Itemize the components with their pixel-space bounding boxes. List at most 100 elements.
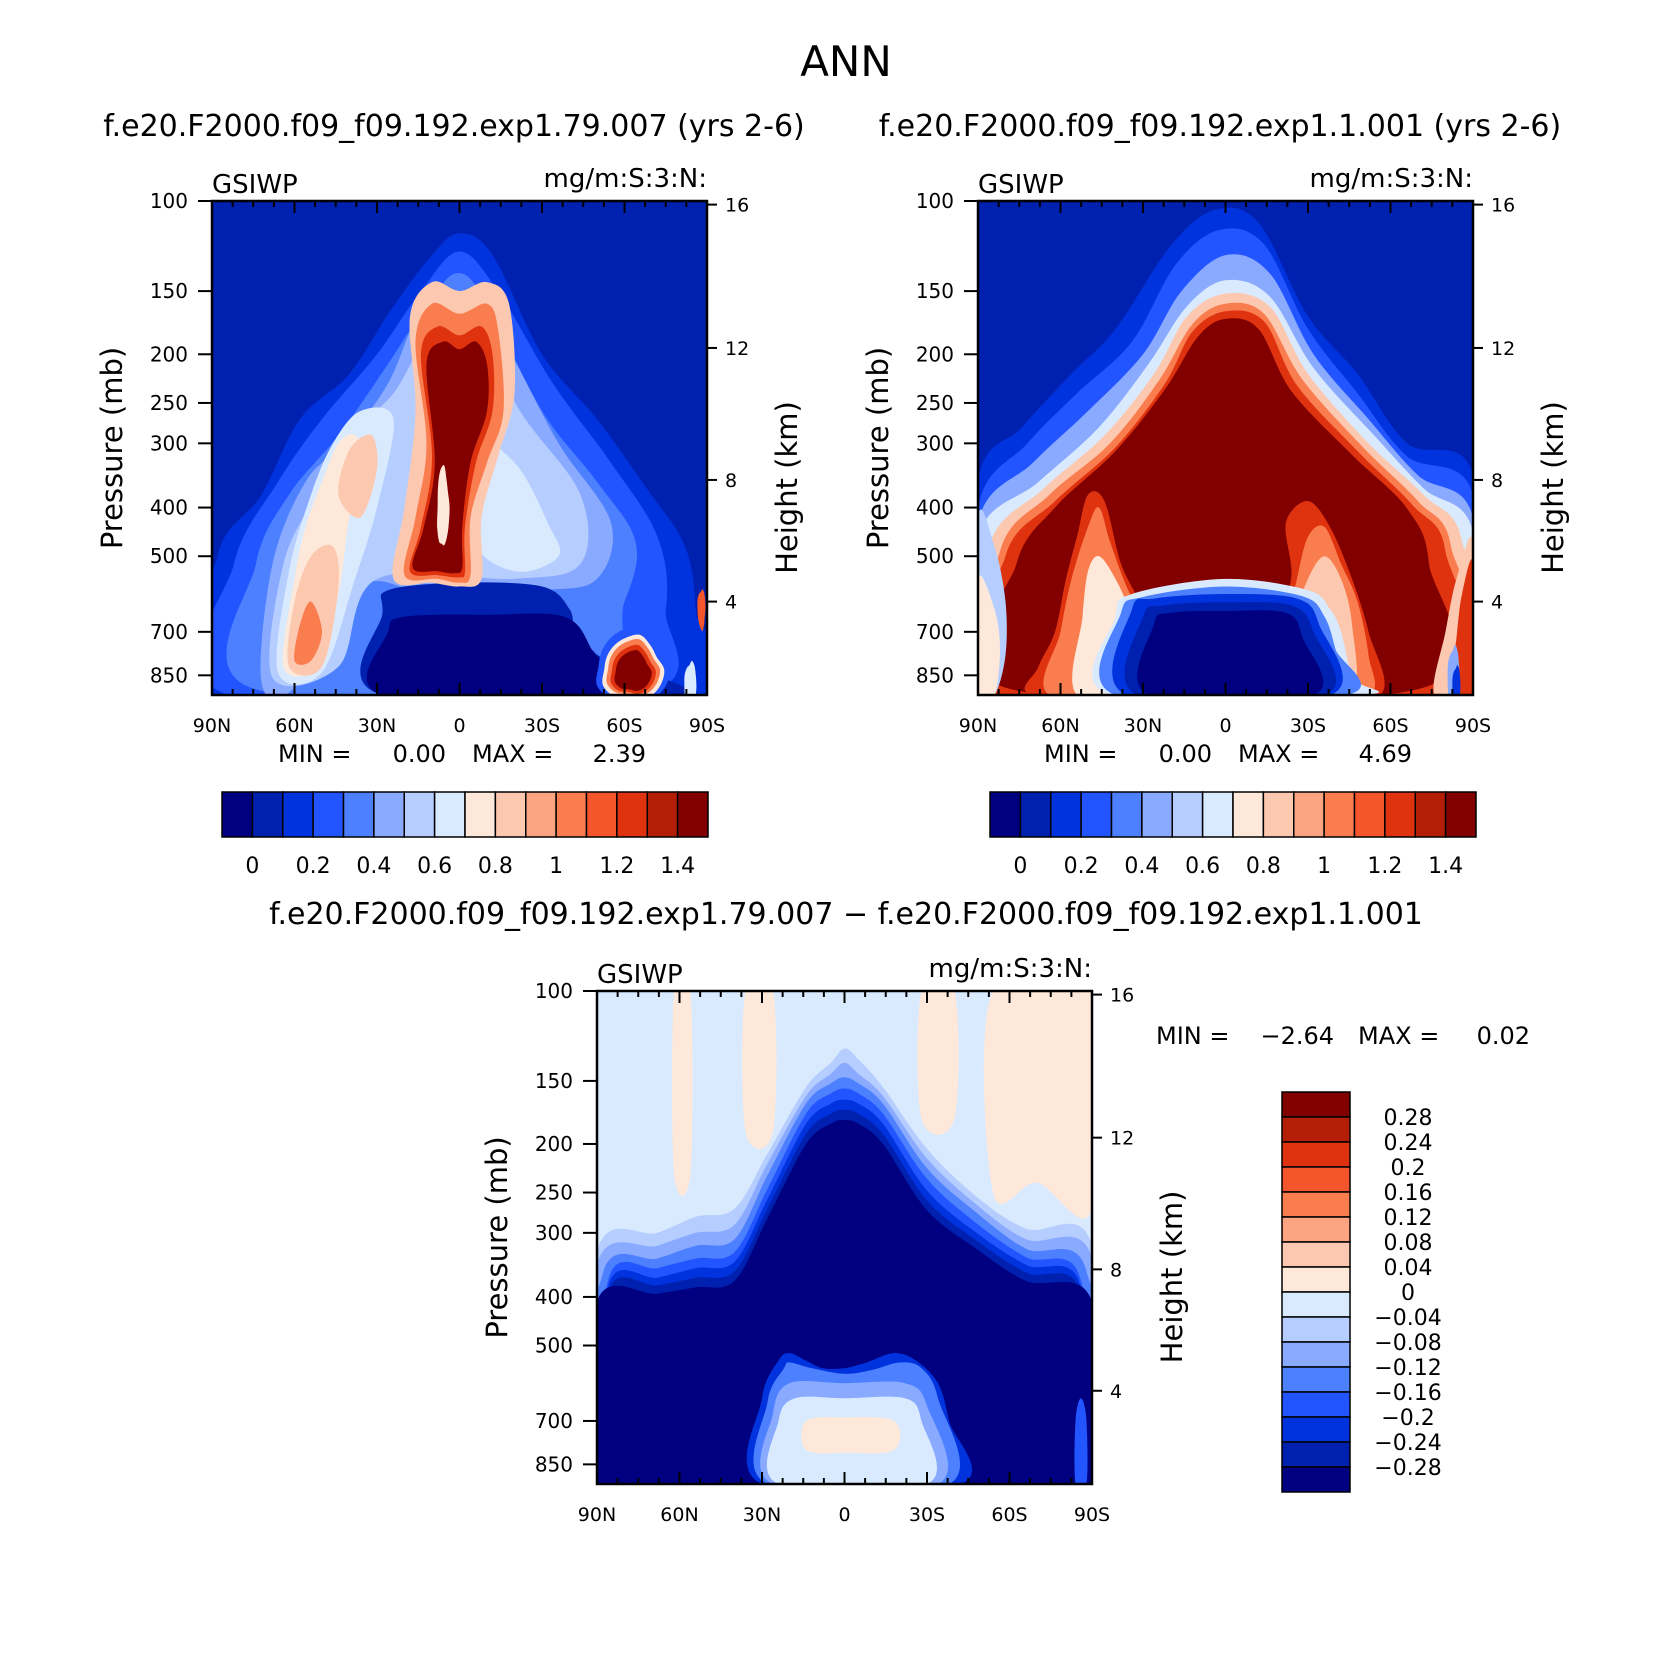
colorbar-swatch: [616, 791, 648, 838]
panel3-title: f.e20.F2000.f09_f09.192.exp1.79.007 − f.…: [269, 897, 1423, 932]
colorbar-swatch: [1281, 1116, 1351, 1143]
panel2-frame: [964, 199, 1483, 697]
panel3-colorbar: 0.280.240.20.160.120.080.040−0.04−0.08−0…: [1281, 1091, 1442, 1493]
variable-label: GSIWP: [978, 170, 1064, 200]
y2-tick-label: 16: [1491, 195, 1515, 217]
colorbar-label: 0.08: [1384, 1231, 1433, 1256]
colorbar-swatch: [342, 791, 375, 838]
x-tick-label: 60S: [606, 715, 642, 737]
colorbar-swatch: [251, 791, 284, 838]
panel3-min-label: MIN =: [1156, 1022, 1229, 1050]
y-tick-label: 200: [916, 342, 954, 366]
panel1-minmax: MIN = 0.00 MAX = 2.39: [278, 740, 646, 768]
y2-tick-label: 8: [725, 470, 737, 492]
colorbar-label: 1.2: [1367, 854, 1402, 879]
x-tick-label: 60S: [1372, 715, 1408, 737]
colorbar-swatch: [585, 791, 618, 838]
panel2-max-value: 4.69: [1359, 740, 1412, 768]
panel2-colorbar: 0 0.2 0.4 0.6 0.8 1 1.2 1.4: [989, 791, 1477, 879]
colorbar-swatch: [1201, 791, 1234, 838]
contour-region: [412, 341, 489, 574]
contour-region: [1452, 664, 1461, 695]
x-tick-label: 90S: [1455, 715, 1491, 737]
x-tick-label: 90N: [578, 1504, 616, 1526]
contour-region: [338, 434, 378, 519]
panel1-max-value: 2.39: [593, 740, 646, 768]
y2-tick-label: 8: [1110, 1259, 1122, 1281]
colorbar-swatch: [1281, 1291, 1351, 1318]
colorbar-swatch: [1262, 791, 1295, 838]
colorbar-swatch: [1281, 1341, 1351, 1368]
y2-tick-label: 8: [1491, 470, 1503, 492]
panel1-min-label: MIN =: [278, 740, 351, 768]
panel2-max-label: MAX =: [1238, 740, 1319, 768]
panel2-min-label: MIN =: [1044, 740, 1117, 768]
colorbar-label: 0: [245, 854, 259, 879]
colorbar-swatch: [373, 791, 405, 838]
x-tick-label: 30N: [358, 715, 396, 737]
colorbar-swatch: [555, 791, 588, 838]
page-title: ANN: [800, 37, 892, 86]
x-tick-label: 0: [1219, 715, 1231, 737]
colorbar-label: 0.8: [1246, 854, 1281, 879]
panel1-max-label: MAX =: [472, 740, 553, 768]
y-tick-label: 250: [916, 391, 954, 415]
colorbar-label: 0.2: [296, 854, 331, 879]
colorbar-swatch: [433, 791, 466, 838]
x-tick-label: 30S: [1290, 715, 1326, 737]
y-axis-label: Pressure (mb): [861, 347, 895, 549]
panel3-min-value: −2.64: [1260, 1022, 1334, 1050]
y-tick-label: 150: [916, 279, 954, 303]
y2-tick-label: 12: [1110, 1128, 1134, 1150]
colorbar-swatch: [1281, 1191, 1351, 1218]
colorbar-swatch: [1281, 1391, 1351, 1418]
colorbar-swatch: [1281, 1266, 1351, 1293]
y2-tick-label: 4: [1110, 1381, 1122, 1403]
panel3-max-value: 0.02: [1477, 1022, 1530, 1050]
colorbar-label: 0.04: [1384, 1256, 1433, 1281]
x-tick-label: 90N: [959, 715, 997, 737]
panel3-plot: 90N 60N 30N 0 30S 60S 90S 100 150 200 250 300 400 500…: [480, 954, 1189, 1526]
y2-tick-label: 16: [1110, 985, 1134, 1007]
panel2-minmax: MIN = 0.00 MAX = 4.69: [1044, 740, 1412, 768]
contour-region: [437, 464, 450, 546]
y2-axis-label: Height (km): [1536, 401, 1570, 574]
panel1-contour-field: [212, 201, 707, 695]
contour-region: [684, 660, 697, 695]
colorbar-label: 0.2: [1391, 1156, 1426, 1181]
colorbar-swatch: [1293, 791, 1325, 838]
colorbar-label: 1.4: [660, 854, 695, 879]
colorbar-swatch: [525, 791, 557, 838]
colorbar-swatch: [989, 791, 1022, 838]
x-tick-label: 90N: [193, 715, 231, 737]
panel3-minmax: MIN = −2.64 MAX = 0.02: [1156, 1022, 1530, 1050]
colorbar-label: −0.16: [1374, 1381, 1441, 1406]
colorbar-label: 1: [549, 854, 563, 879]
y2-tick-label: 4: [1491, 592, 1503, 614]
colorbar-swatch: [1110, 791, 1143, 838]
colorbar-label: 0.12: [1384, 1206, 1433, 1231]
y-tick-label: 500: [150, 544, 188, 568]
colorbar-swatch: [1414, 791, 1447, 838]
colorbar-swatch: [646, 791, 679, 838]
colorbar-label: 0.4: [356, 854, 391, 879]
colorbar-swatch: [1323, 791, 1356, 838]
variable-label: GSIWP: [597, 960, 683, 990]
colorbar-label: 0.6: [1185, 854, 1220, 879]
y2-tick-label: 12: [725, 338, 749, 360]
colorbar-swatch: [1281, 1441, 1351, 1468]
contour-region: [801, 1416, 901, 1454]
colorbar-swatch: [1353, 791, 1386, 838]
colorbar-swatch: [1232, 791, 1265, 838]
colorbar-label: −0.08: [1374, 1331, 1441, 1356]
y-tick-label: 850: [150, 663, 188, 687]
colorbar-swatch: [1080, 791, 1113, 838]
colorbar-swatch: [1141, 791, 1173, 838]
contour-region: [597, 1119, 1092, 1484]
colorbar-swatch: [1171, 791, 1204, 838]
y-tick-label: 700: [916, 620, 954, 644]
contour-region: [917, 991, 959, 1135]
colorbar-label: −0.04: [1374, 1306, 1441, 1331]
y-tick-label: 500: [916, 544, 954, 568]
x-tick-label: 60N: [1041, 715, 1079, 737]
